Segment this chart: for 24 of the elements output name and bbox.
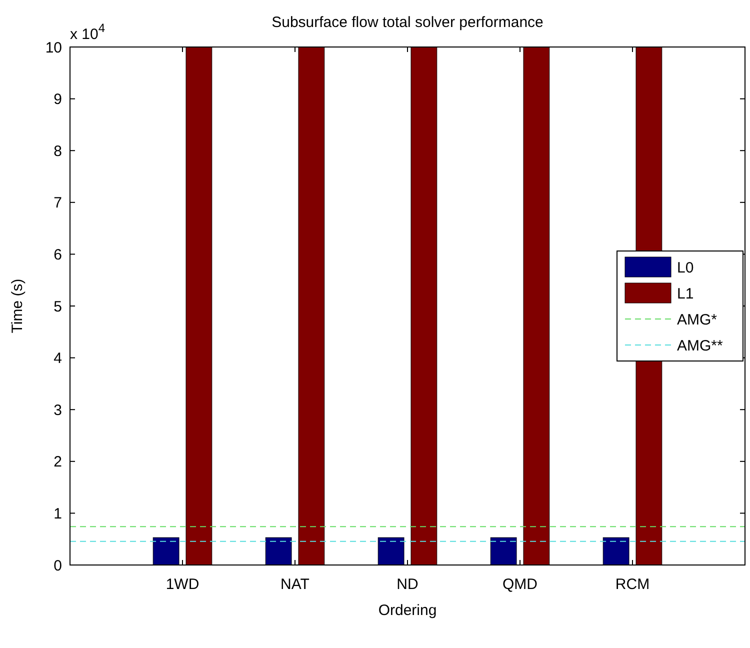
x-tick-label: QMD [502, 576, 538, 593]
y-tick-label: 6 [54, 246, 62, 264]
y-tick-label: 2 [54, 454, 62, 471]
y-tick-label: 10 [45, 39, 62, 56]
y-tick-label: 9 [54, 91, 62, 108]
legend-label: L1 [677, 285, 694, 302]
y-tick-label: 8 [54, 142, 62, 160]
x-tick-label: RCM [615, 576, 650, 593]
x-tick-label: 1WD [166, 576, 200, 593]
x-tick-label: ND [396, 576, 418, 593]
y-tick-label: 3 [54, 402, 62, 419]
y-tick-label: 0 [54, 557, 62, 574]
y-tick-label: 5 [54, 298, 62, 316]
y-tick-label: 4 [54, 350, 62, 368]
y-tick-label: 1 [54, 505, 62, 522]
y-tick-label: 7 [54, 194, 62, 212]
legend-label: L0 [677, 259, 694, 276]
x-axis-title: Ordering [378, 602, 437, 619]
y-axis-title: Time (s) [9, 278, 26, 334]
chart-title: Subsurface flow total solver performance [272, 14, 544, 31]
legend-label: AMG** [677, 337, 724, 354]
text: x 10$^{4}$ [70, 21, 106, 43]
legend-label: AMG* [677, 311, 718, 328]
x-tick-label: NAT [280, 576, 310, 593]
